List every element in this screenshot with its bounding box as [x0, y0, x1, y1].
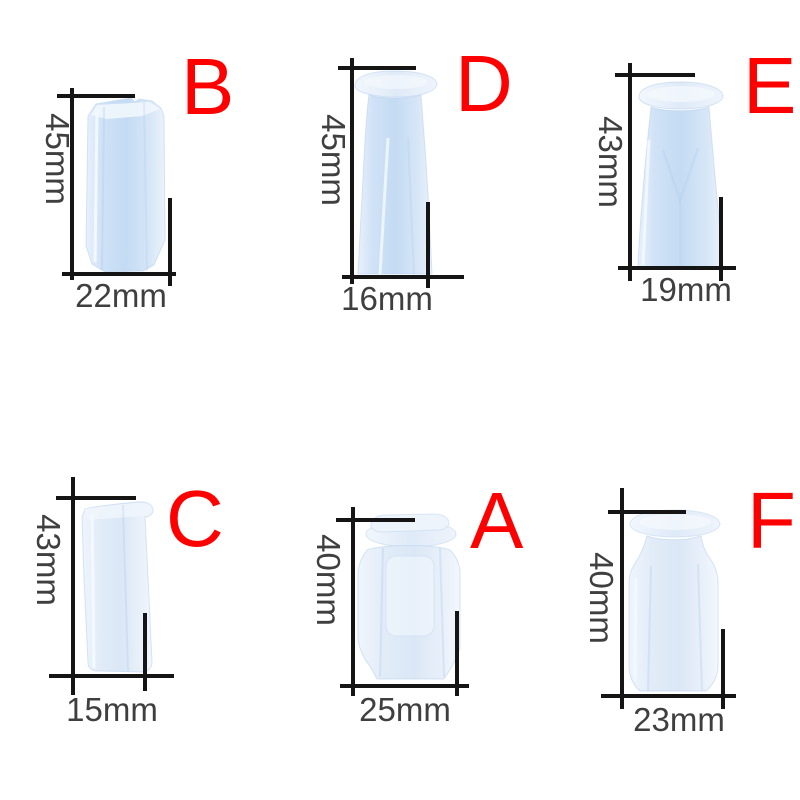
- height-top-tick-f: [608, 510, 686, 514]
- mold-photo-c: [81, 501, 154, 673]
- height-dim-line-a: [351, 507, 355, 696]
- width-right-tick-e: [719, 197, 723, 281]
- width-dim-line-e: [618, 266, 736, 270]
- height-dim-line-f: [620, 488, 624, 709]
- variant-letter-e: E: [743, 41, 797, 130]
- width-label-c: 15mm: [66, 691, 158, 728]
- variant-letter-c: C: [166, 474, 224, 563]
- height-dim-line-c: [71, 477, 75, 695]
- width-right-tick-d: [426, 202, 430, 288]
- mold-photo-d: [354, 70, 438, 275]
- height-top-tick-d: [338, 66, 416, 70]
- width-label-b: 22mm: [75, 277, 167, 314]
- width-label-a: 25mm: [359, 691, 451, 728]
- width-dim-line-d: [342, 275, 464, 279]
- height-label-f: 40mm: [583, 552, 620, 644]
- mold-photo-a: [357, 513, 461, 680]
- width-dim-line-c: [49, 674, 174, 678]
- width-dim-line-f: [601, 694, 736, 698]
- height-top-tick-b: [57, 94, 135, 98]
- variant-letter-d: D: [455, 39, 513, 128]
- mold-photo-b: [85, 97, 166, 273]
- height-top-tick-e: [615, 73, 695, 77]
- height-dim-line-d: [350, 58, 354, 284]
- width-label-d: 16mm: [341, 280, 433, 317]
- width-label-e: 19mm: [640, 271, 732, 308]
- variant-letter-f: F: [747, 476, 796, 565]
- width-right-tick-a: [455, 611, 459, 696]
- width-right-tick-b: [168, 198, 172, 286]
- variant-letter-a: A: [470, 476, 524, 565]
- variant-letter-b: B: [181, 42, 235, 131]
- width-right-tick-f: [721, 629, 725, 709]
- width-dim-line-a: [340, 684, 469, 688]
- height-dim-line-e: [628, 63, 632, 281]
- height-top-tick-a: [336, 518, 415, 522]
- mold-photo-e: [637, 81, 724, 268]
- width-dim-line-b: [62, 272, 176, 276]
- width-right-tick-c: [143, 613, 147, 691]
- height-dim-line-b: [70, 88, 74, 280]
- height-top-tick-c: [56, 496, 136, 500]
- width-label-f: 23mm: [633, 701, 725, 738]
- mold-photo-f: [628, 509, 721, 692]
